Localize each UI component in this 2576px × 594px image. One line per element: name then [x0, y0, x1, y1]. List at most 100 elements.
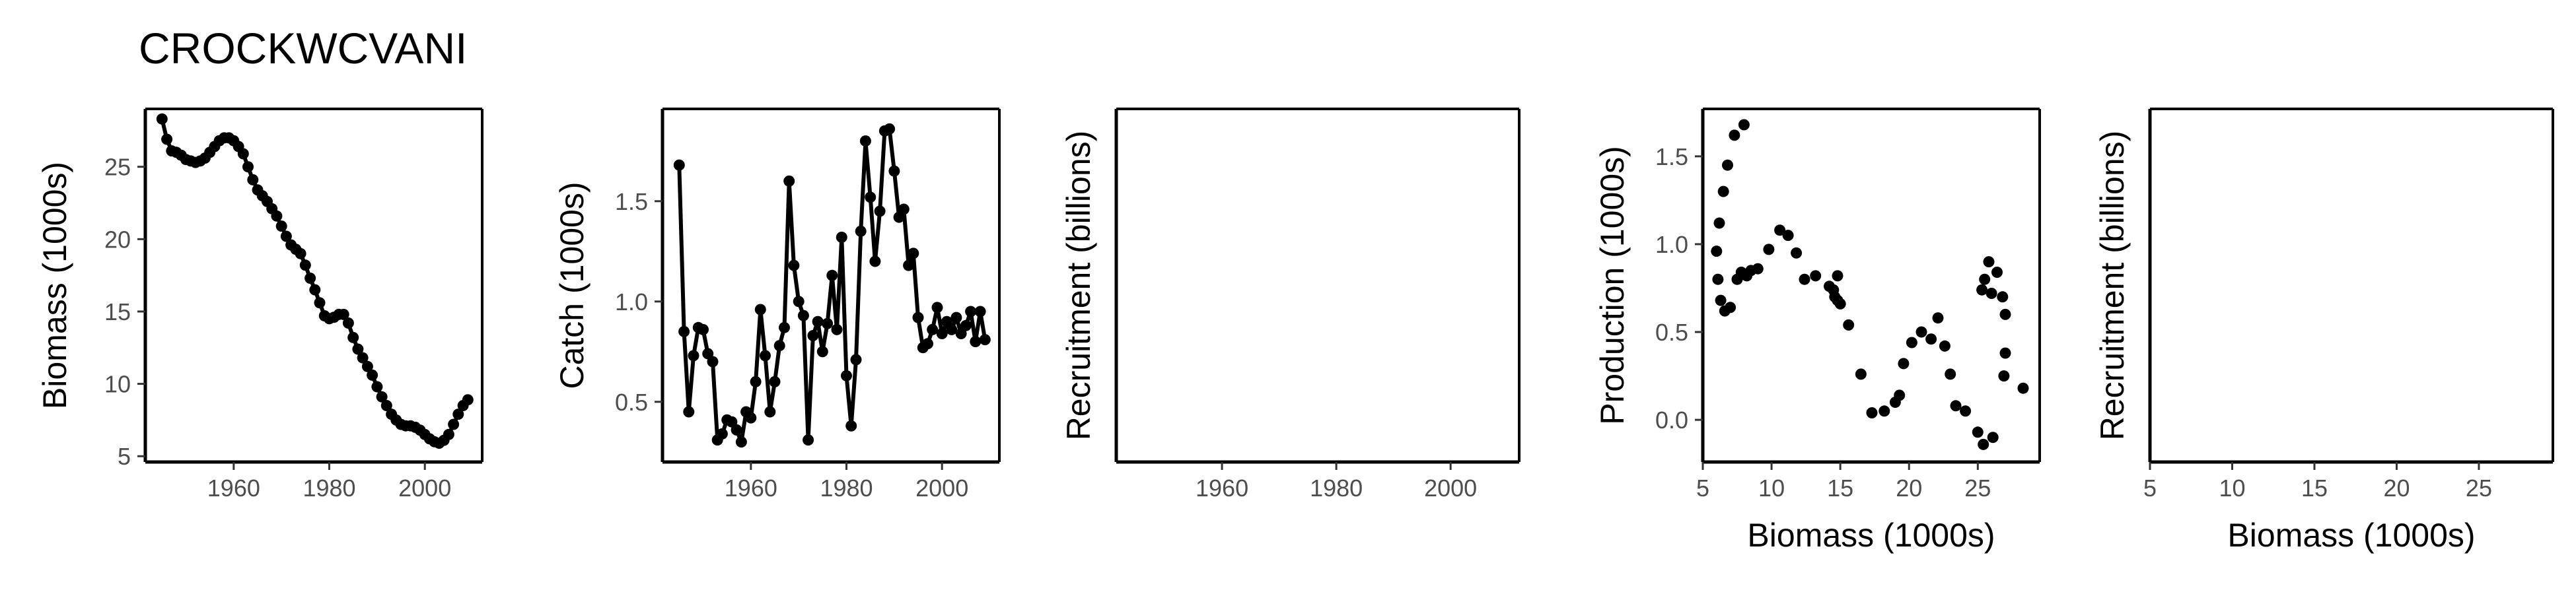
x-tick-label: 5 [2143, 475, 2157, 502]
data-point [884, 123, 896, 135]
data-point [1898, 358, 1910, 370]
data-point [797, 310, 809, 321]
y-tick-label: 0.5 [1655, 319, 1688, 346]
y-tick-label: 25 [104, 154, 131, 181]
x-tick-label: 2000 [1424, 475, 1477, 502]
data-point [974, 306, 986, 317]
data-point [295, 248, 306, 259]
x-tick-label: 1980 [820, 475, 873, 502]
data-point [275, 220, 287, 232]
data-point [1960, 405, 1972, 417]
data-point [304, 273, 316, 284]
data-point [376, 391, 388, 403]
x-tick-label: 25 [2466, 475, 2492, 502]
data-point [2017, 382, 2029, 394]
series-line [677, 127, 987, 444]
data-point [698, 323, 709, 335]
y-tick-label: 1.5 [1655, 143, 1688, 170]
data-point [960, 319, 972, 331]
y-tick-label: 1.0 [615, 288, 648, 315]
y-tick-label: 10 [104, 371, 131, 398]
x-tick-label: 20 [2383, 475, 2410, 502]
data-point [955, 328, 967, 339]
data-point [760, 350, 771, 362]
data-point [371, 381, 383, 393]
data-point [242, 161, 254, 173]
data-point [299, 259, 311, 271]
data-point [1979, 273, 1991, 285]
data-point [903, 259, 915, 271]
y-tick-label: 1.0 [1655, 231, 1688, 258]
data-point [338, 308, 349, 320]
data-point [1972, 426, 1984, 438]
page-title: CROCKWCVANI [139, 24, 467, 73]
data-point [826, 269, 838, 281]
data-point [754, 304, 766, 315]
panel-4: 5 10 15 20 25 0.0 0.5 1.0 1.5 Production (1000s) B… [1594, 108, 2041, 554]
data-point [936, 328, 948, 339]
data-point [1983, 256, 1995, 268]
data-point [367, 369, 378, 381]
data-point [156, 113, 168, 125]
data-point [888, 165, 900, 177]
data-point [1722, 159, 1733, 171]
data-point [1713, 217, 1725, 229]
data-point [803, 434, 814, 446]
x-tick-label: 20 [1896, 475, 1922, 502]
x-tick-label: 1960 [1196, 475, 1248, 502]
data-point [1939, 340, 1950, 352]
data-point [831, 323, 843, 335]
data-point [1978, 438, 1989, 450]
x-tick-label: 5 [1696, 475, 1709, 502]
y-tick-label: 20 [104, 226, 131, 253]
data-point [836, 232, 847, 243]
x-tick-label: 2000 [915, 475, 968, 502]
data-point [941, 315, 952, 327]
data-point [850, 354, 862, 366]
data-point [859, 135, 871, 147]
data-point [773, 340, 785, 352]
data-point [812, 315, 824, 327]
data-point [764, 406, 776, 418]
data-point [1843, 319, 1855, 331]
x-axis-label: Biomass (1000s) [1747, 517, 1995, 554]
data-point [237, 148, 249, 160]
data-point [452, 409, 464, 420]
data-point [1791, 247, 1803, 259]
data-point [950, 312, 962, 323]
x-tick-label: 15 [1827, 475, 1853, 502]
data-point [1991, 267, 2003, 278]
data-point [865, 191, 877, 203]
data-point [1998, 370, 2010, 382]
panel-2: 1960 1980 2000 0.5 1.0 1.5 Catch (1000s) [554, 108, 1001, 502]
data-point [807, 330, 819, 341]
data-point [342, 317, 354, 329]
data-point [280, 230, 292, 242]
data-point [309, 284, 321, 296]
data-point [352, 343, 364, 355]
x-axis-label: Biomass (1000s) [2227, 517, 2475, 554]
data-point [1711, 246, 1723, 257]
y-axis-label: Catch (1000s) [554, 182, 590, 389]
data-point [779, 321, 790, 333]
data-point [898, 203, 910, 215]
data-point [922, 338, 933, 350]
x-tick-label: 15 [2301, 475, 2328, 502]
data-point [1752, 263, 1764, 275]
x-tick-label: 1980 [1310, 475, 1363, 502]
data-point [793, 296, 805, 308]
data-point [1832, 270, 1843, 282]
data-point [1715, 294, 1727, 306]
y-tick-label: 1.5 [615, 188, 648, 215]
data-point [380, 400, 392, 411]
data-point [1950, 400, 1962, 412]
y-axis-label: Recruitment (billions) [1060, 131, 1097, 441]
data-point [678, 325, 690, 337]
data-point [443, 428, 454, 440]
data-point [271, 210, 283, 222]
data-point [1987, 432, 1999, 444]
data-point [1878, 405, 1890, 417]
data-point [931, 302, 943, 314]
data-point [448, 418, 460, 430]
data-point [1738, 119, 1750, 131]
